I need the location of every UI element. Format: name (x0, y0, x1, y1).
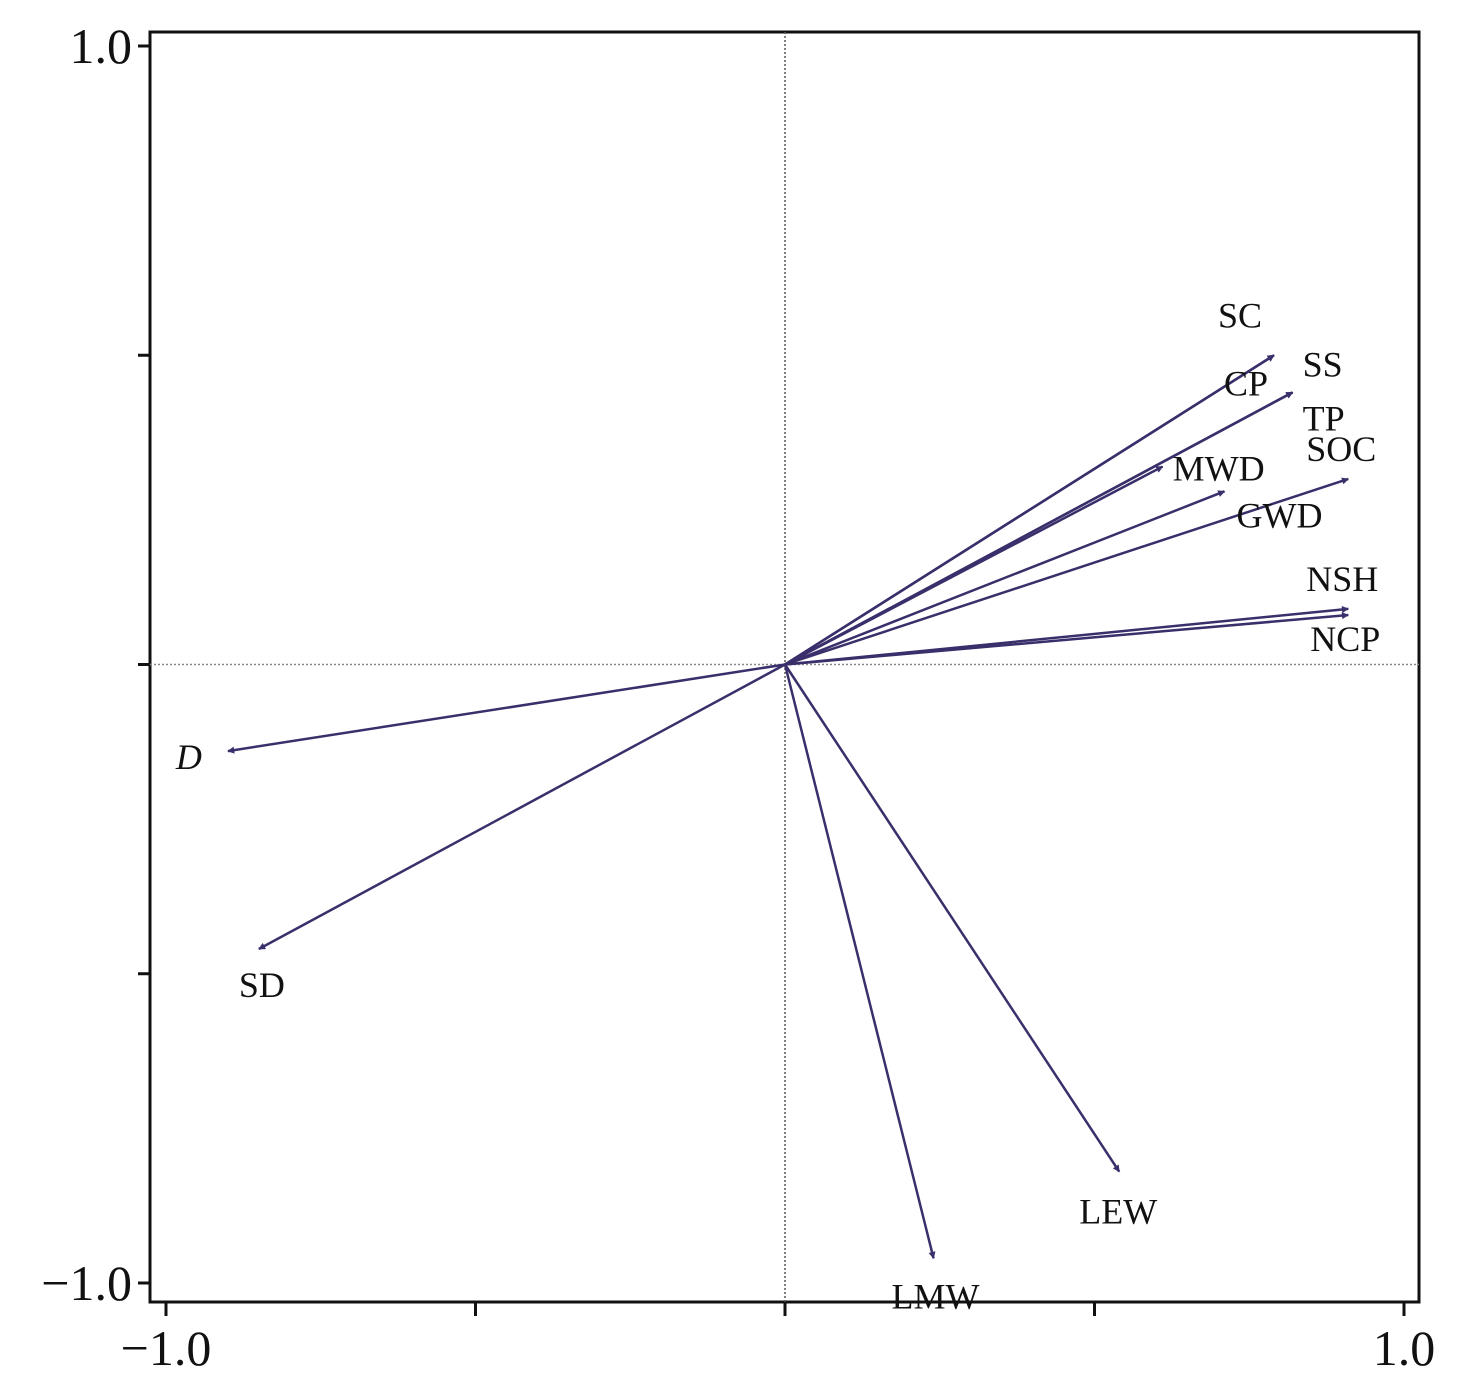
vector-label-cp: CP (1224, 363, 1268, 403)
vector-arrow-sd (258, 663, 786, 951)
vector-labels: SC CP SS TP MWD GWD SOC NSH NCP D SD LEW LMW (175, 295, 1380, 1316)
vector-label-d: D (175, 737, 202, 777)
vector-arrows (227, 354, 1349, 1259)
vector-arrow-mwd (784, 465, 1164, 666)
vector-label-sc: SC (1218, 295, 1262, 335)
y-tick-label: 1.0 (70, 18, 133, 74)
vector-label-gwd: GWD (1236, 495, 1322, 535)
vector-label-mwd: MWD (1173, 449, 1265, 489)
x-tick-label: 1.0 (1373, 1320, 1436, 1376)
vector-arrow-lmw (783, 664, 936, 1259)
vector-arrow-d (227, 663, 786, 754)
vector-label-ncp: NCP (1310, 619, 1380, 659)
x-tick-label: −1.0 (121, 1320, 212, 1376)
vector-label-nsh: NSH (1306, 559, 1378, 599)
vector-arrow-soc (784, 477, 1349, 666)
vector-arrow-cp (784, 354, 1275, 666)
vector-arrow-lew (783, 663, 1121, 1173)
x-axis: −1.0 1.0 (121, 1302, 1436, 1376)
vector-label-lew: LEW (1079, 1192, 1157, 1232)
zero-lines (150, 32, 1419, 1302)
y-axis: 1.0 −1.0 (41, 18, 150, 1311)
vector-label-ss: SS (1303, 344, 1343, 384)
y-tick-label: −1.0 (41, 1255, 132, 1311)
vector-label-lmw: LMW (892, 1276, 980, 1316)
vector-label-soc: SOC (1306, 429, 1376, 469)
vector-label-tp: TP (1303, 398, 1345, 438)
vector-arrow-ncp (784, 612, 1349, 666)
vector-label-sd: SD (239, 965, 285, 1005)
vector-arrow-gwd (784, 490, 1226, 666)
